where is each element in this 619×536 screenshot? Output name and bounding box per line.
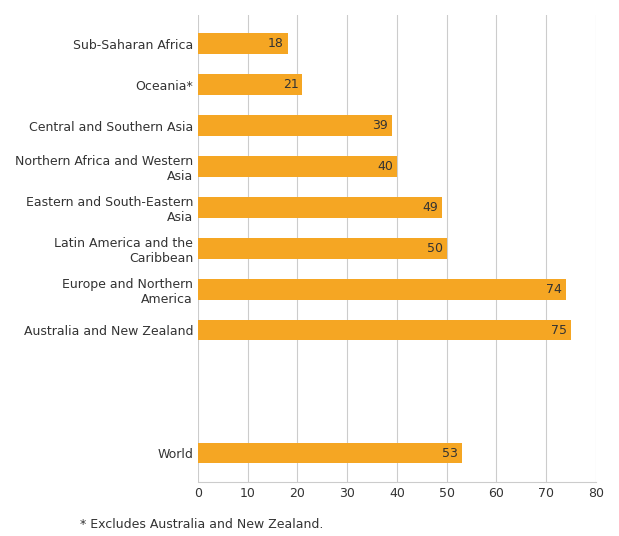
Bar bbox=[198, 320, 571, 340]
Text: 75: 75 bbox=[551, 324, 567, 337]
Text: 50: 50 bbox=[426, 242, 443, 255]
Text: * Excludes Australia and New Zealand.: * Excludes Australia and New Zealand. bbox=[80, 518, 324, 531]
Text: 40: 40 bbox=[377, 160, 393, 173]
Bar bbox=[198, 33, 288, 54]
Bar bbox=[198, 197, 442, 218]
Bar bbox=[198, 156, 397, 177]
Bar bbox=[198, 279, 566, 300]
Bar bbox=[198, 75, 303, 95]
Bar bbox=[198, 238, 447, 258]
Bar bbox=[198, 115, 392, 136]
Text: 53: 53 bbox=[442, 446, 457, 459]
Text: 49: 49 bbox=[422, 201, 438, 214]
Bar bbox=[198, 443, 462, 463]
Text: 74: 74 bbox=[547, 283, 562, 296]
Text: 21: 21 bbox=[283, 78, 298, 91]
Text: 18: 18 bbox=[267, 37, 284, 50]
Text: 39: 39 bbox=[372, 119, 388, 132]
